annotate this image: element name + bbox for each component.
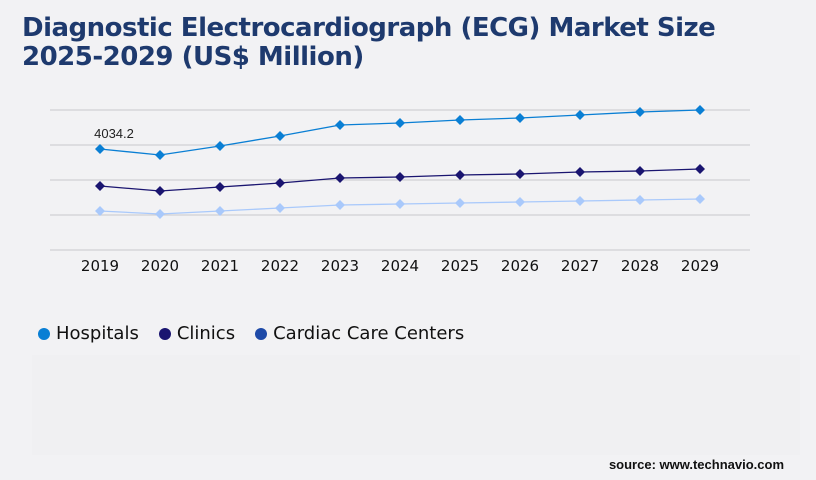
data-point-clinics xyxy=(695,164,705,175)
x-tick-label: 2027 xyxy=(561,257,599,275)
data-label: 4034.2 xyxy=(94,126,134,141)
data-point-clinics xyxy=(455,169,465,180)
data-point-clinics xyxy=(335,172,345,183)
data-point-clinics xyxy=(395,171,405,182)
data-point-hospitals xyxy=(635,107,645,118)
series-line-hospitals xyxy=(99,109,701,156)
data-point-cardiac-care-centers xyxy=(95,205,105,216)
chart-title: Diagnostic Electrocardiograph (ECG) Mark… xyxy=(22,13,716,72)
data-point-cardiac-care-centers xyxy=(335,200,345,211)
data-point-cardiac-care-centers xyxy=(395,199,405,210)
legend-label: Cardiac Care Centers xyxy=(273,323,465,344)
legend-marker-icon xyxy=(38,327,50,340)
data-point-cardiac-care-centers xyxy=(635,195,645,206)
legend: Hospitals Clinics Cardiac Care Centers xyxy=(38,323,464,344)
data-point-hospitals xyxy=(155,150,165,161)
legend-marker-icon xyxy=(255,327,268,340)
legend-label: Hospitals xyxy=(56,323,139,344)
x-tick-label: 2024 xyxy=(381,257,419,275)
legend-item: Cardiac Care Centers xyxy=(255,323,464,344)
x-tick-label: 2029 xyxy=(681,257,719,275)
data-point-hospitals xyxy=(215,141,225,152)
data-point-hospitals xyxy=(335,119,345,130)
legend-item: Hospitals xyxy=(38,323,139,344)
data-point-clinics xyxy=(215,182,225,193)
data-point-hospitals xyxy=(575,109,585,120)
data-point-hospitals xyxy=(515,112,525,123)
data-point-cardiac-care-centers xyxy=(155,208,165,219)
data-point-cardiac-care-centers xyxy=(275,203,285,214)
data-point-hospitals xyxy=(695,104,705,115)
background-panel xyxy=(32,355,800,455)
legend-marker-icon xyxy=(158,327,171,340)
data-point-cardiac-care-centers xyxy=(215,205,225,216)
data-point-hospitals xyxy=(95,144,105,154)
data-point-clinics xyxy=(95,181,105,192)
legend-item: Clinics xyxy=(158,323,236,344)
data-point-cardiac-care-centers xyxy=(695,194,705,205)
data-point-cardiac-care-centers xyxy=(575,196,585,207)
data-point-hospitals xyxy=(395,117,405,128)
data-point-clinics xyxy=(575,167,585,178)
data-point-hospitals xyxy=(455,114,465,125)
data-point-hospitals xyxy=(275,131,285,142)
data-point-cardiac-care-centers xyxy=(455,198,465,209)
data-point-clinics xyxy=(515,169,525,180)
x-tick-label: 2023 xyxy=(321,257,359,275)
x-tick-label: 2019 xyxy=(81,257,119,275)
x-tick-label: 2020 xyxy=(141,257,179,275)
source-text: source: www.technavio.com xyxy=(608,457,784,472)
data-point-cardiac-care-centers xyxy=(515,197,525,208)
x-tick-label: 2022 xyxy=(261,257,299,275)
legend-label: Clinics xyxy=(176,323,236,344)
x-tick-label: 2028 xyxy=(621,257,659,275)
x-tick-label: 2026 xyxy=(501,257,539,275)
x-tick-label: 2025 xyxy=(441,257,479,275)
x-tick-label: 2021 xyxy=(201,257,239,275)
data-point-clinics xyxy=(155,186,165,197)
data-point-clinics xyxy=(635,166,645,177)
data-point-clinics xyxy=(275,178,285,189)
